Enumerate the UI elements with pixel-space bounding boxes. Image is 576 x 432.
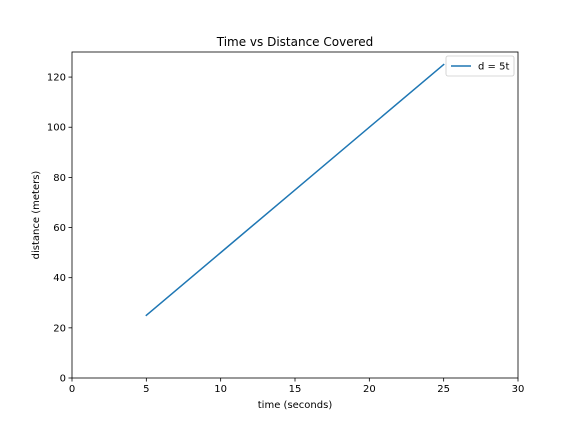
legend: d = 5t bbox=[445, 55, 515, 77]
x-axis-label: time (seconds) bbox=[258, 400, 333, 411]
x-tick-label: 15 bbox=[289, 384, 302, 395]
y-tick-label: 80 bbox=[53, 173, 66, 184]
x-tick-label: 25 bbox=[437, 384, 450, 395]
y-tick-label: 100 bbox=[47, 123, 66, 134]
y-tick-label: 40 bbox=[53, 273, 66, 284]
x-tick-label: 30 bbox=[512, 384, 525, 395]
y-axis-ticks: 0 20 40 60 80 100 120 bbox=[47, 73, 72, 385]
series-line-0 bbox=[145, 63, 445, 317]
x-tick-label: 5 bbox=[143, 384, 149, 395]
x-tick-label: 10 bbox=[214, 384, 227, 395]
x-axis-ticks: 0 5 10 15 20 25 30 bbox=[69, 378, 525, 395]
x-tick-label: 20 bbox=[363, 384, 376, 395]
chart-title: Time vs Distance Covered bbox=[216, 35, 374, 49]
x-tick-label: 0 bbox=[69, 384, 75, 395]
y-tick-label: 0 bbox=[60, 374, 66, 385]
y-tick-label: 120 bbox=[47, 73, 66, 84]
plot-area bbox=[72, 52, 518, 378]
legend-box bbox=[445, 55, 515, 77]
y-axis-label: distance (meters) bbox=[31, 171, 42, 260]
y-tick-label: 20 bbox=[53, 323, 66, 334]
y-tick-label: 60 bbox=[53, 223, 66, 234]
series-layer bbox=[145, 63, 445, 317]
legend-label-d-5t: d = 5t bbox=[478, 62, 509, 73]
